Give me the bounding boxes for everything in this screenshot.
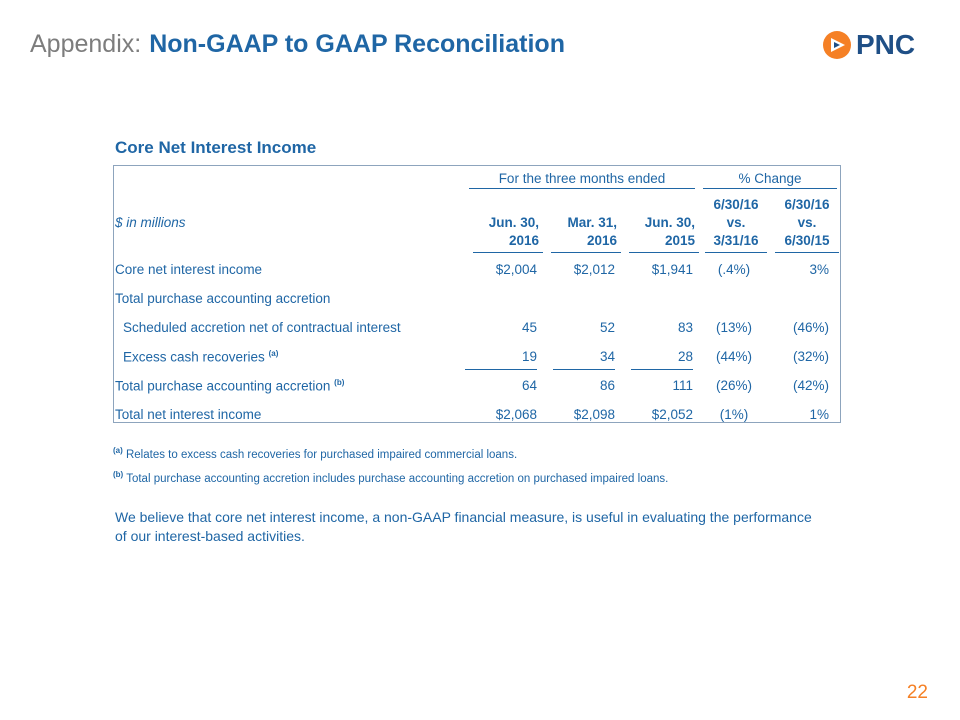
col-header-vs-mar-2016: 6/30/16 vs. 3/31/16 (699, 189, 769, 255)
footnote-marker: (b) (334, 377, 345, 387)
cell-value: $2,068 (495, 407, 537, 422)
cell-value: 111 (672, 378, 693, 393)
group-header-row: For the three months ended % Change (113, 165, 841, 189)
cell-value: 86 (599, 378, 615, 393)
footnote-b: (b) Total purchase accounting accretion … (113, 469, 669, 485)
cell-change: (46%) (793, 320, 830, 335)
cell-value: $2,004 (495, 262, 537, 277)
cell-value: 64 (521, 378, 537, 393)
row-label: Excess cash recoveries (a) (123, 348, 279, 365)
cell-change: 3% (809, 262, 830, 277)
header-pct-change: % Change (699, 165, 841, 189)
cell-change: (42%) (793, 378, 830, 393)
cell-change: (32%) (793, 349, 830, 364)
cell-change: 1% (809, 407, 830, 422)
cell-value: 28 (621, 342, 699, 371)
header-three-months: For the three months ended (465, 165, 699, 189)
title-main: Non-GAAP to GAAP Reconciliation (149, 30, 565, 58)
footnote-marker: (a) (268, 348, 279, 358)
logo-text: PNC (856, 29, 916, 60)
cell-value: $2,052 (651, 407, 693, 422)
col-header-mar-2016: Mar. 31, 2016 (543, 189, 621, 255)
column-header-row: $ in millions Jun. 30, 2016 Mar. 31, 2016 … (113, 189, 841, 255)
row-label: Core net interest income (115, 262, 263, 277)
section-title: Core Net Interest Income (115, 138, 317, 157)
table-row: Total purchase accounting accretion (113, 284, 841, 313)
cell-change: (.4%) (717, 262, 751, 277)
footnotes: (a) Relates to excess cash recoveries fo… (113, 446, 668, 494)
cell-value: 83 (677, 320, 693, 335)
cell-value: 34 (543, 342, 621, 371)
slide-title: Appendix: Non-GAAP to GAAP Reconciliation (30, 30, 565, 59)
cell-value: 45 (521, 320, 537, 335)
row-label: Total purchase accounting accretion (b) (115, 377, 345, 394)
col-header-jun-2016: Jun. 30, 2016 (465, 189, 543, 255)
table-row: Total purchase accounting accretion (b) … (113, 371, 841, 400)
row-label: Total purchase accounting accretion (115, 291, 331, 306)
table-row: Excess cash recoveries (a) 19 34 28 (44%… (113, 342, 841, 371)
units-label: $ in millions (115, 214, 186, 230)
row-label: Total net interest income (115, 407, 262, 422)
cell-value: 52 (599, 320, 615, 335)
col-header-vs-jun-2015: 6/30/16 vs. 6/30/15 (769, 189, 841, 255)
title-prefix: Appendix: (30, 30, 142, 58)
cell-value: $1,941 (651, 262, 693, 277)
col-header-jun-2015: Jun. 30, 2015 (621, 189, 699, 255)
pnc-logo: PNC (822, 28, 915, 62)
cell-change: (26%) (715, 378, 752, 393)
footnote-a: (a) Relates to excess cash recoveries fo… (113, 446, 518, 461)
cell-change: (1%) (719, 407, 749, 422)
table-row: Scheduled accretion net of contractual i… (113, 313, 841, 342)
pnc-triangle-icon (823, 31, 851, 59)
cell-value: $2,012 (573, 262, 615, 277)
cell-value: 19 (465, 342, 543, 371)
cell-value: $2,098 (573, 407, 615, 422)
cell-change: (44%) (715, 349, 752, 364)
row-label: Scheduled accretion net of contractual i… (123, 320, 401, 335)
table-row: Core net interest income $2,004 $2,012 $… (113, 255, 841, 284)
page-number: 22 (906, 682, 928, 703)
table-frame (113, 165, 841, 423)
reconciliation-table: For the three months ended % Change $ in… (113, 165, 841, 429)
table-row: Total net interest income $2,068 $2,098 … (113, 400, 841, 429)
explanatory-note: We believe that core net interest income… (115, 509, 812, 544)
cell-change: (13%) (715, 320, 752, 335)
